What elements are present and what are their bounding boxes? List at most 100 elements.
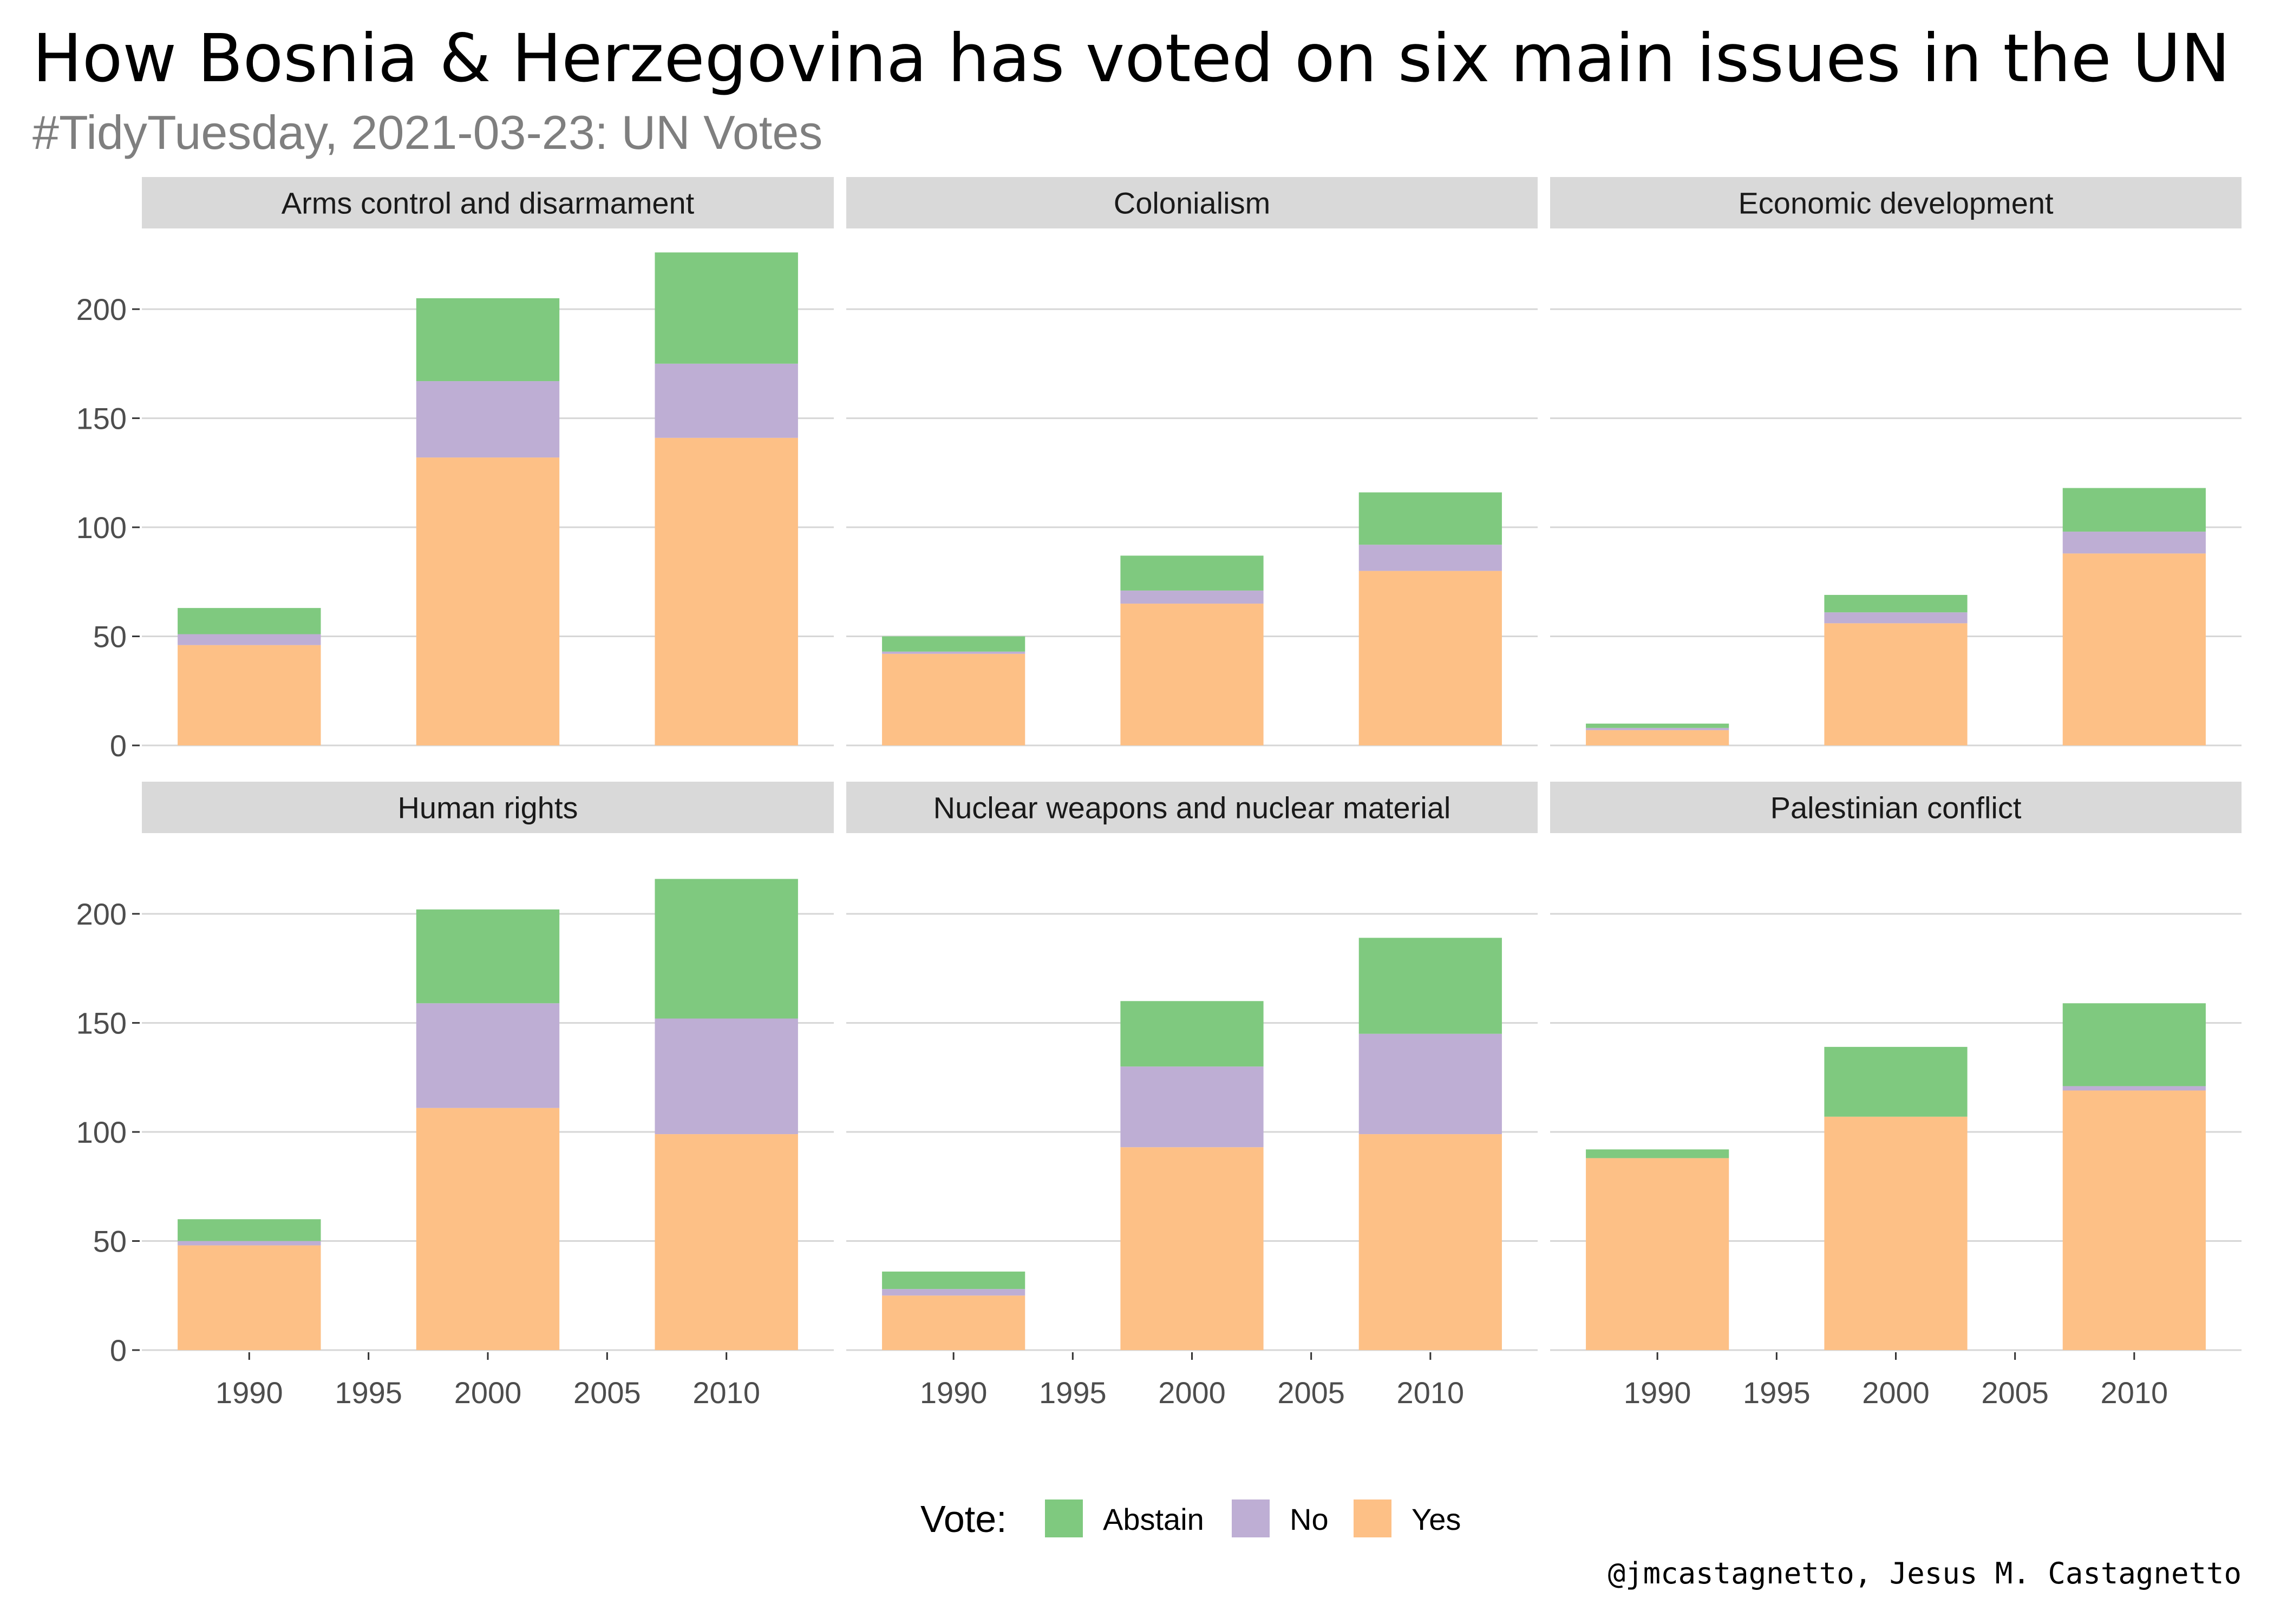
bar-abstain: [1824, 1046, 1968, 1117]
y-tick-label: 0: [110, 1333, 127, 1367]
bar-no: [416, 1003, 560, 1108]
x-tick-label: 2005: [1277, 1376, 1345, 1410]
bar-abstain: [882, 1271, 1025, 1289]
bar-no: [416, 381, 560, 458]
bar-yes: [1824, 623, 1968, 745]
bar-abstain: [2062, 488, 2206, 532]
bar-yes: [1120, 1147, 1264, 1350]
facet-arms-control-and-disarmament: Arms control and disarmament 0 50 100 150 200: [76, 177, 834, 763]
facet-human-rights: Human rights 0 50 100 150 200 1990 1995 2000 2005…: [76, 782, 834, 1410]
chart-title: How Bosnia & Herzegovina has voted on si…: [32, 20, 2230, 97]
bar-no: [1358, 545, 1502, 571]
x-tick-label: 1995: [1743, 1376, 1811, 1410]
bar-abstain: [416, 909, 560, 1004]
facet-panels: Arms control and disarmament 0 50 100 150 200…: [76, 177, 2242, 1410]
bar-yes: [1358, 571, 1502, 745]
legend-label-yes: Yes: [1412, 1502, 1461, 1536]
x-tick-label: 2010: [2101, 1376, 2168, 1410]
x-tick-label: 1990: [1624, 1376, 1691, 1410]
facet-strip-label: Human rights: [397, 791, 578, 825]
bar-no: [1358, 1033, 1502, 1135]
bar-no: [882, 1289, 1025, 1296]
bar-abstain: [655, 252, 798, 364]
facet-strip: [846, 782, 1538, 833]
bar-no: [1120, 590, 1264, 604]
bar-yes: [2062, 553, 2206, 745]
bar-abstain: [882, 636, 1025, 652]
bar-abstain: [1358, 492, 1502, 545]
bar-yes: [178, 1245, 321, 1350]
bar-yes: [416, 457, 560, 745]
bar-no: [655, 1018, 798, 1135]
bar-yes: [1358, 1134, 1502, 1350]
bar-abstain: [1586, 1149, 1729, 1158]
x-tick-label: 2010: [1397, 1376, 1465, 1410]
y-tick-label: 100: [76, 1115, 127, 1149]
y-tick-label: 150: [76, 1006, 127, 1040]
bar-no: [1586, 728, 1729, 730]
facet-palestinian-conflict: Palestinian conflict 1990 1995 2000 2005 2010: [1550, 782, 2242, 1410]
facet-strip-label: Colonialism: [1114, 186, 1270, 220]
bar-yes: [1824, 1116, 1968, 1350]
facet-strip-label: Nuclear weapons and nuclear material: [933, 791, 1451, 825]
bar-abstain: [1586, 723, 1729, 728]
x-tick-label: 2005: [1981, 1376, 2049, 1410]
facet-strip: [846, 177, 1538, 228]
bar-yes: [1586, 730, 1729, 745]
legend-label-abstain: Abstain: [1103, 1502, 1204, 1536]
x-tick-label: 2005: [573, 1376, 641, 1410]
facet-strip-label: Arms control and disarmament: [282, 186, 695, 220]
legend: Vote: Abstain No Yes: [920, 1498, 1461, 1540]
facet-strip: [1550, 782, 2242, 833]
bar-yes: [416, 1108, 560, 1350]
bar-abstain: [416, 298, 560, 382]
bar-yes: [655, 1134, 798, 1350]
bar-yes: [655, 437, 798, 745]
bar-abstain: [178, 1219, 321, 1241]
y-tick-label: 0: [110, 729, 127, 763]
y-tick-label: 50: [93, 1224, 127, 1259]
facet-strip-label: Economic development: [1738, 186, 2054, 220]
x-tick-label: 2000: [1862, 1376, 1930, 1410]
bar-yes: [882, 1295, 1025, 1350]
bar-yes: [1586, 1158, 1729, 1350]
bar-no: [1120, 1066, 1264, 1148]
bar-no: [1824, 612, 1968, 624]
facet-colonialism: Colonialism: [846, 177, 1538, 746]
bar-abstain: [1824, 594, 1968, 613]
x-tick-label: 1995: [1039, 1376, 1107, 1410]
chart-subtitle: #TidyTuesday, 2021-03-23: UN Votes: [32, 106, 822, 159]
facet-nuclear-weapons-and-nuclear-material: Nuclear weapons and nuclear material 1990…: [846, 782, 1538, 1410]
legend-swatch-abstain: [1045, 1499, 1083, 1537]
x-tick-label: 2010: [692, 1376, 760, 1410]
legend-label-no: No: [1290, 1502, 1329, 1536]
bar-abstain: [178, 608, 321, 634]
y-tick-label: 200: [76, 292, 127, 326]
facet-economic-development: Economic development: [1550, 177, 2242, 746]
legend-swatch-no: [1232, 1499, 1270, 1537]
facet-strip-label: Palestinian conflict: [1770, 791, 2022, 825]
x-tick-label: 1990: [215, 1376, 283, 1410]
y-tick-label: 150: [76, 402, 127, 436]
x-tick-label: 1995: [335, 1376, 402, 1410]
legend-swatch-yes: [1354, 1499, 1391, 1537]
bar-no: [655, 363, 798, 438]
y-tick-label: 100: [76, 510, 127, 545]
bar-yes: [1120, 604, 1264, 745]
legend-title: Vote:: [920, 1498, 1007, 1540]
bar-no: [178, 1241, 321, 1246]
bar-abstain: [1358, 938, 1502, 1034]
x-tick-label: 1990: [920, 1376, 988, 1410]
facet-strip: [142, 782, 834, 833]
bar-no: [882, 651, 1025, 654]
bar-abstain: [1120, 555, 1264, 591]
x-tick-label: 2000: [454, 1376, 522, 1410]
bar-abstain: [1120, 1001, 1264, 1067]
bar-yes: [882, 653, 1025, 745]
x-tick-label: 2000: [1158, 1376, 1226, 1410]
bar-no: [178, 634, 321, 645]
bar-no: [2062, 1086, 2206, 1091]
bar-yes: [178, 645, 321, 745]
bar-abstain: [655, 879, 798, 1019]
